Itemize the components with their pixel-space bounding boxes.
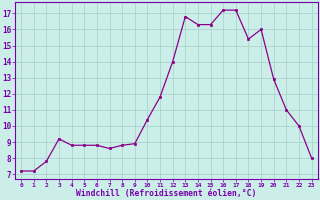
X-axis label: Windchill (Refroidissement éolien,°C): Windchill (Refroidissement éolien,°C) — [76, 189, 257, 198]
